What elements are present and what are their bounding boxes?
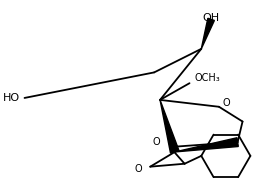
Text: O: O <box>152 137 160 147</box>
Text: O: O <box>135 164 142 174</box>
Text: OCH₃: OCH₃ <box>194 73 220 83</box>
Text: HO: HO <box>2 93 20 103</box>
Text: O: O <box>223 98 231 108</box>
Polygon shape <box>201 18 214 49</box>
Polygon shape <box>175 138 238 152</box>
Text: OH: OH <box>203 13 220 23</box>
Polygon shape <box>160 100 179 153</box>
